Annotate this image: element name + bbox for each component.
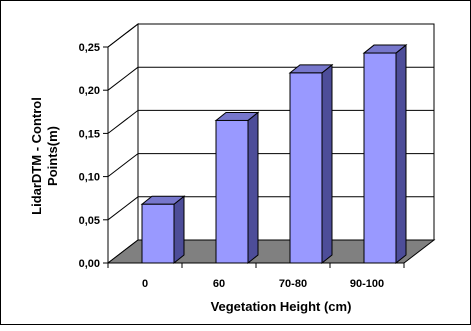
x-tick-label: 0 bbox=[142, 278, 148, 290]
gridline-side bbox=[107, 110, 139, 134]
bar-front bbox=[363, 52, 397, 264]
gridline-side bbox=[107, 153, 139, 177]
y-axis-label-line-2: Points(m) bbox=[45, 126, 60, 186]
y-tick-label: 0,10 bbox=[79, 172, 100, 184]
gridline-side bbox=[107, 23, 139, 48]
bar-front bbox=[215, 119, 249, 264]
side-wall bbox=[107, 22, 139, 265]
bar-side bbox=[395, 44, 407, 265]
y-tick-labels: 0,00 0,05 0,10 0,15 0,20 0,25 bbox=[79, 42, 100, 270]
bar bbox=[214, 111, 260, 265]
grid-layer bbox=[103, 22, 435, 268]
y-tick-label: 0,25 bbox=[79, 42, 100, 54]
x-tick-label: 60 bbox=[213, 278, 225, 290]
y-axis-label-line-1: LidarDTM - Control bbox=[29, 97, 44, 215]
bar-front bbox=[141, 203, 175, 264]
y-tick-label: 0,00 bbox=[79, 258, 100, 270]
gridline-side bbox=[107, 196, 139, 221]
bar-chart: 0,000,050,100,150,200,25 0 60 70-80 90-100 … bbox=[29, 22, 436, 314]
bar-side bbox=[173, 195, 185, 265]
bar bbox=[288, 63, 334, 265]
x-tick-label: 70-80 bbox=[279, 278, 307, 290]
x-tick-labels: 0 60 70-80 90-100 bbox=[142, 278, 384, 290]
x-tick-label: 90-100 bbox=[350, 278, 384, 290]
y-tick-label: 0,05 bbox=[79, 215, 100, 227]
bar bbox=[140, 195, 186, 265]
bar-front bbox=[289, 72, 323, 264]
bars-layer bbox=[140, 44, 408, 265]
bar-side bbox=[321, 63, 333, 265]
bar-side bbox=[247, 111, 259, 265]
x-axis-label: Vegetation Height (cm) bbox=[211, 299, 352, 314]
y-tick-label: 0,15 bbox=[79, 128, 100, 140]
y-tick-label: 0,20 bbox=[79, 85, 100, 97]
gridline-side bbox=[107, 66, 139, 91]
bar bbox=[362, 44, 408, 265]
